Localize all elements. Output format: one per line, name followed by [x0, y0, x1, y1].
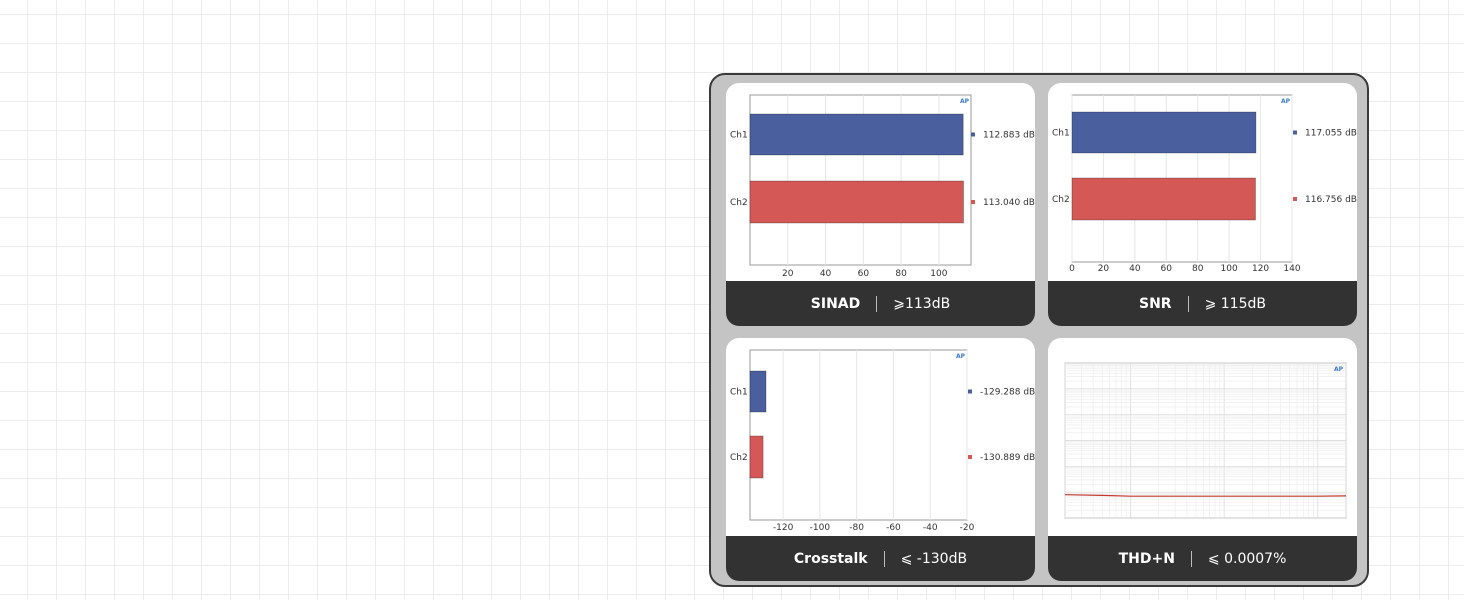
sinad-caption: SINAD ⩾113dB [726, 281, 1035, 326]
value-label: -129.288 dB [980, 388, 1035, 398]
legend-marker [1293, 197, 1297, 201]
x-tick-label: -20 [960, 523, 975, 533]
x-tick-label: -120 [773, 523, 794, 533]
metric-spec: ⩾ 115dB [1204, 295, 1266, 312]
x-tick-label: 140 [1283, 264, 1300, 274]
divider [876, 295, 878, 312]
bar-ch1 [749, 370, 767, 413]
sinad-panel: 20 40 60 80 100 Ch1 112.883 dB Ch2 113.040 dB AP … [726, 83, 1035, 326]
performance-card: 20 40 60 80 100 Ch1 112.883 dB Ch2 113.040 dB AP … [709, 73, 1369, 587]
metric-spec: ⩽ 0.0007% [1207, 550, 1287, 567]
thdn-caption: THD+N ⩽ 0.0007% [1048, 536, 1357, 581]
x-tick-label: 20 [1098, 264, 1110, 274]
metric-name: SINAD [810, 295, 861, 312]
bar-ch1 [749, 113, 964, 156]
x-tick-label: 80 [1192, 264, 1204, 274]
category-label: Ch1 [730, 131, 748, 141]
x-tick-label: 80 [895, 269, 907, 279]
category-label: Ch2 [1052, 195, 1070, 205]
ap-logo: AP [960, 98, 970, 105]
ap-logo: AP [1334, 366, 1344, 373]
metric-name: Crosstalk [793, 550, 868, 567]
thdn-panel: AP THD+N ⩽ 0.0007% [1048, 338, 1357, 581]
ap-logo: AP [956, 353, 966, 360]
divider [1187, 295, 1189, 312]
thdn-series-line [1064, 494, 1347, 497]
x-tick-label: 60 [1161, 264, 1173, 274]
x-tick-label: 60 [858, 269, 870, 279]
crosstalk-panel: -120 -100 -80 -60 -40 -20 Ch1 -129.288 dB Ch2 -13… [726, 338, 1035, 581]
category-label: Ch2 [730, 198, 748, 208]
x-tick-label: 100 [1221, 264, 1238, 274]
x-tick-label: 100 [930, 269, 947, 279]
metric-spec: ⩾113dB [893, 295, 951, 312]
crosstalk-chart: -120 -100 -80 -60 -40 -20 Ch1 -129.288 dB Ch2 -13… [730, 349, 1035, 533]
metric-name: THD+N [1118, 550, 1175, 567]
x-tick-label: 0 [1069, 264, 1075, 274]
category-label: Ch1 [730, 388, 748, 398]
divider [1190, 550, 1192, 567]
value-label: 117.055 dB [1305, 129, 1357, 139]
x-tick-label: -80 [849, 523, 864, 533]
x-tick-label: 40 [820, 269, 832, 279]
x-tick-label: -60 [886, 523, 901, 533]
legend-marker [971, 132, 975, 137]
snr-panel: 0 20 40 60 80 100 120 140 Ch1 117.055 dB Ch2 116.75… [1048, 83, 1357, 326]
value-label: 116.756 dB [1305, 195, 1357, 205]
bar-ch2 [1071, 177, 1256, 221]
legend-marker [968, 389, 972, 394]
legend-marker [971, 200, 975, 204]
category-label: Ch2 [730, 453, 748, 463]
legend-marker [968, 455, 972, 459]
ap-logo: AP [1281, 98, 1291, 105]
legend-marker [1293, 130, 1297, 135]
crosstalk-caption: Crosstalk ⩽ -130dB [726, 536, 1035, 581]
category-label: Ch1 [1052, 129, 1070, 139]
value-label: 113.040 dB [983, 198, 1035, 208]
x-tick-label: 20 [782, 269, 794, 279]
sinad-chart: 20 40 60 80 100 Ch1 112.883 dB Ch2 113.040 dB AP [730, 94, 1035, 279]
bar-ch2 [749, 435, 764, 479]
metric-spec: ⩽ -130dB [900, 550, 968, 567]
x-tick-label: 40 [1129, 264, 1141, 274]
value-label: -130.889 dB [980, 453, 1035, 463]
x-tick-label: -100 [810, 523, 831, 533]
metric-name: SNR [1139, 295, 1172, 312]
bar-ch2 [749, 180, 965, 224]
x-tick-label: -40 [923, 523, 938, 533]
bar-ch1 [1071, 111, 1257, 154]
thdn-chart: AP [1064, 362, 1347, 519]
snr-chart: 0 20 40 60 80 100 120 140 Ch1 117.055 dB Ch2 116.75… [1052, 94, 1357, 274]
divider [883, 550, 885, 567]
snr-caption: SNR ⩾ 115dB [1048, 281, 1357, 326]
value-label: 112.883 dB [983, 131, 1035, 141]
x-tick-label: 120 [1252, 264, 1269, 274]
plot-area [749, 349, 968, 521]
